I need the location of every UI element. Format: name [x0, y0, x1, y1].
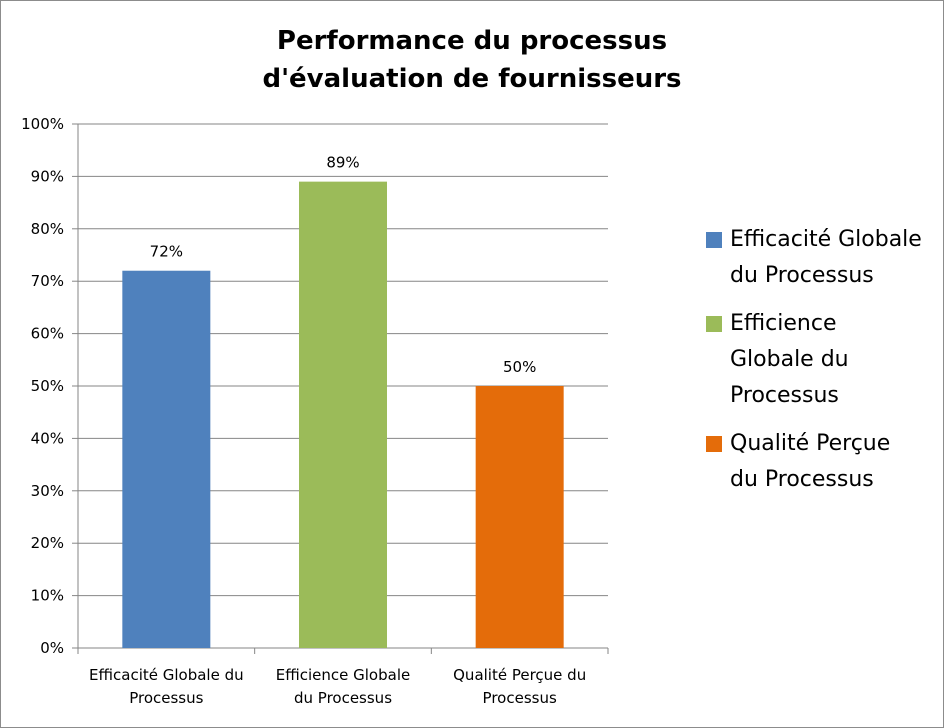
bar-2	[299, 181, 387, 648]
y-tick-label: 70%	[31, 272, 64, 290]
y-tick-label: 60%	[31, 325, 64, 343]
legend-label-efficience-2: Globale du	[730, 347, 849, 372]
data-label-3: 50%	[503, 358, 536, 376]
y-tick-label: 10%	[31, 587, 64, 605]
y-tick-label: 20%	[31, 534, 64, 552]
legend-swatch-efficience	[706, 316, 722, 332]
y-tick-label: 50%	[31, 377, 64, 395]
bar-3	[475, 386, 564, 648]
legend-item-efficacite: Efficacité Globale du Processus	[706, 222, 942, 294]
chart-title-line-2: d'évaluation de fournisseurs	[262, 64, 682, 94]
chart-title: Performance du processus d'évaluation de…	[180, 22, 764, 98]
data-label-2: 89%	[326, 154, 359, 172]
x-tick-label-1: Efficacité Globale du	[89, 666, 244, 684]
x-tick-label-1: Processus	[129, 689, 203, 707]
legend: Efficacité Globale du Processus Efficien…	[706, 222, 942, 498]
data-label-1: 72%	[150, 243, 183, 261]
x-tick-label-3: Qualité Perçue du	[453, 666, 586, 684]
legend-swatch-qualite	[706, 436, 722, 452]
y-tick-label: 0%	[40, 639, 64, 657]
y-tick-label: 100%	[21, 115, 64, 133]
y-tick-label: 40%	[31, 429, 64, 447]
legend-item-efficience: Efficience Globale du Processus	[706, 306, 942, 414]
x-tick-label-2: Efficience Globale	[276, 666, 410, 684]
legend-label-qualite-2: du Processus	[730, 467, 874, 492]
x-tick-label-3: Processus	[483, 689, 557, 707]
legend-swatch-efficacite	[706, 232, 722, 248]
y-tick-label: 80%	[31, 220, 64, 238]
legend-item-qualite: Qualité Perçue du Processus	[706, 426, 942, 498]
y-tick-label: 90%	[31, 167, 64, 185]
legend-label-efficacite-2: du Processus	[730, 263, 874, 288]
legend-label-efficacite-1: Efficacité Globale	[730, 227, 922, 252]
legend-label-efficience-1: Efficience	[730, 311, 837, 336]
x-tick-label-2: du Processus	[294, 689, 392, 707]
bar-1	[122, 270, 211, 648]
legend-label-efficience-3: Processus	[730, 383, 839, 408]
legend-label-qualite-1: Qualité Perçue	[730, 431, 891, 456]
chart-title-line-1: Performance du processus	[276, 26, 668, 56]
y-tick-label: 30%	[31, 482, 64, 500]
